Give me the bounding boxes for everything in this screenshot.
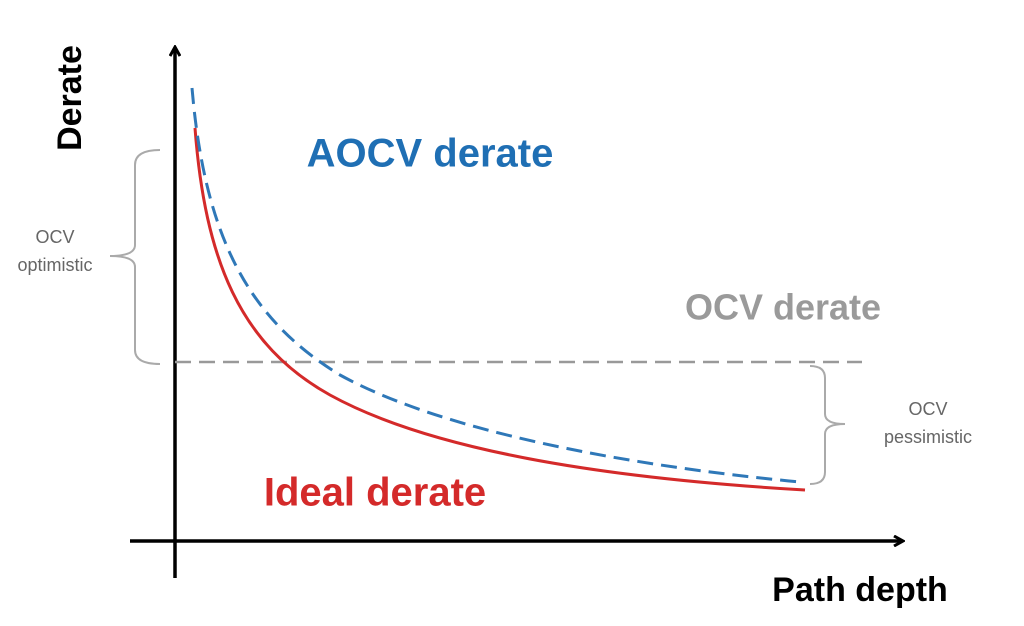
y-axis-label: Derate	[51, 45, 89, 151]
bracket-label: OCV	[35, 227, 74, 247]
ideal-curve	[193, 127, 806, 492]
bracket-label: pessimistic	[884, 427, 972, 447]
bracket-label: optimistic	[17, 255, 92, 275]
ideal-label: Ideal derate	[264, 471, 486, 515]
bracket-label: OCV	[908, 399, 947, 419]
aocv-label: AOCV derate	[307, 132, 554, 176]
right-bracket	[809, 365, 846, 485]
left-bracket	[109, 149, 161, 365]
x-axis-label: Path depth	[772, 571, 948, 609]
aocv-curve	[190, 87, 801, 484]
ocv-label: OCV derate	[685, 287, 881, 328]
